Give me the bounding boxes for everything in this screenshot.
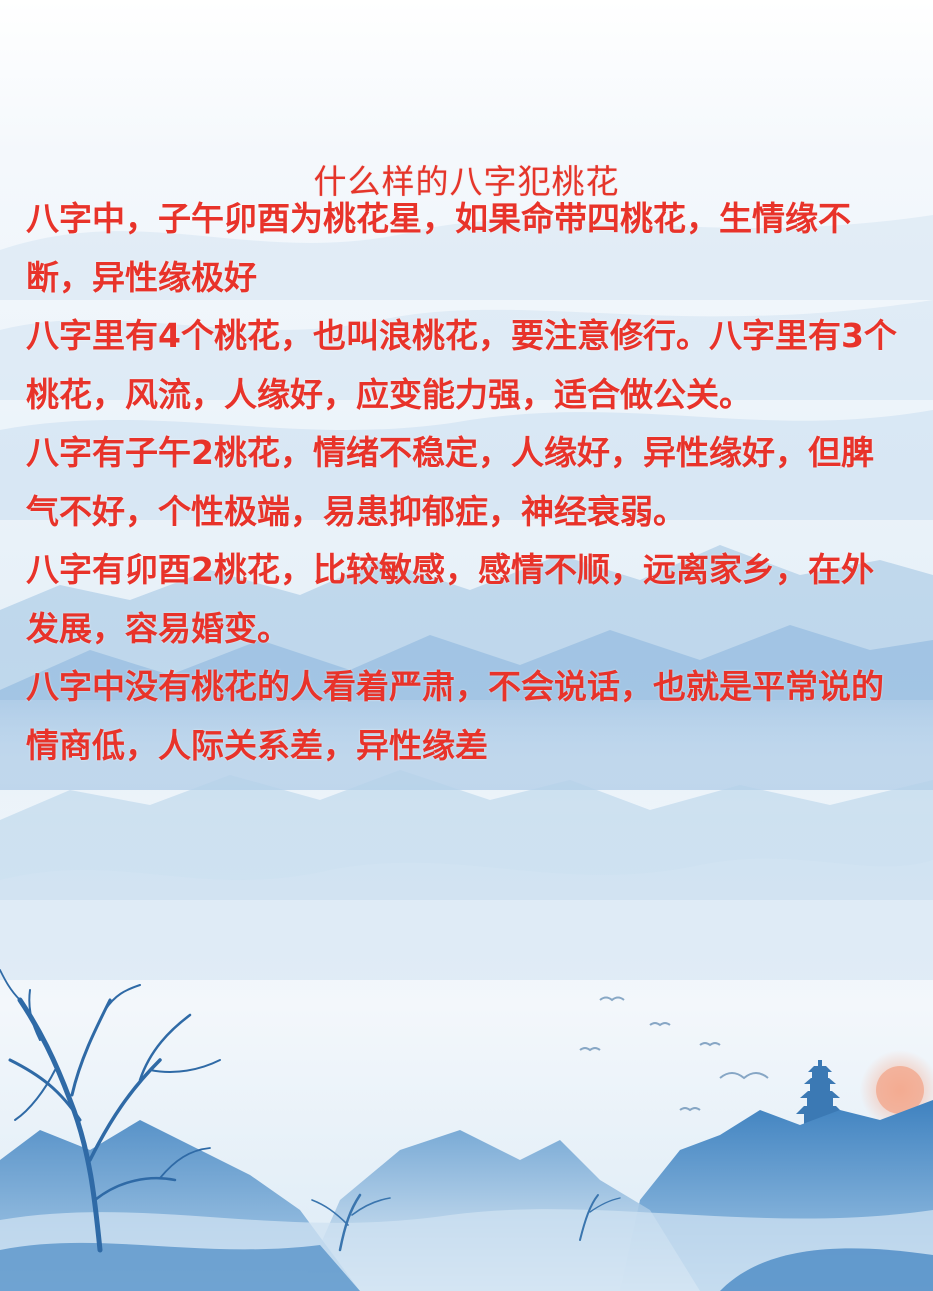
paragraph-2: 八字里有4个桃花，也叫浪桃花，要注意修行。八字里有3个桃花，风流，人缘好，应变能… — [26, 316, 897, 414]
birds-icon — [579, 996, 769, 1112]
page-title: 什么样的八字犯桃花 — [313, 162, 620, 202]
mid-mountain-range — [0, 858, 933, 980]
paragraph-4: 八字有卯酉2桃花，比较敏感，感情不顺，远离家乡，在外发展，容易婚变。 — [26, 550, 874, 648]
mist-band — [0, 410, 933, 520]
mist-band — [0, 300, 933, 400]
paragraph-1: 八字中，子午卯酉为桃花星，如果命带四桃花，生情缘不断，异性缘极好 — [26, 199, 851, 297]
foreground-hill — [0, 1242, 360, 1291]
small-tree-icon — [311, 1193, 621, 1252]
paragraph-3: 八字有子午2桃花，情绪不稳定，人缘好，异性缘好，但脾气不好，个性极端，易患抑郁症… — [26, 433, 874, 531]
bare-tree-icon — [0, 969, 221, 1253]
paragraph-list: 八字中，子午卯酉为桃花星，如果命带四桃花，生情缘不断，异性缘极好 八字里有4个桃… — [26, 190, 906, 775]
paragraph-5: 八字中没有桃花的人看着严肃，不会说话，也就是平常说的情商低，人际关系差，异性缘差 — [26, 667, 884, 765]
foreground-hill — [720, 1248, 933, 1291]
mist-band — [0, 215, 933, 300]
